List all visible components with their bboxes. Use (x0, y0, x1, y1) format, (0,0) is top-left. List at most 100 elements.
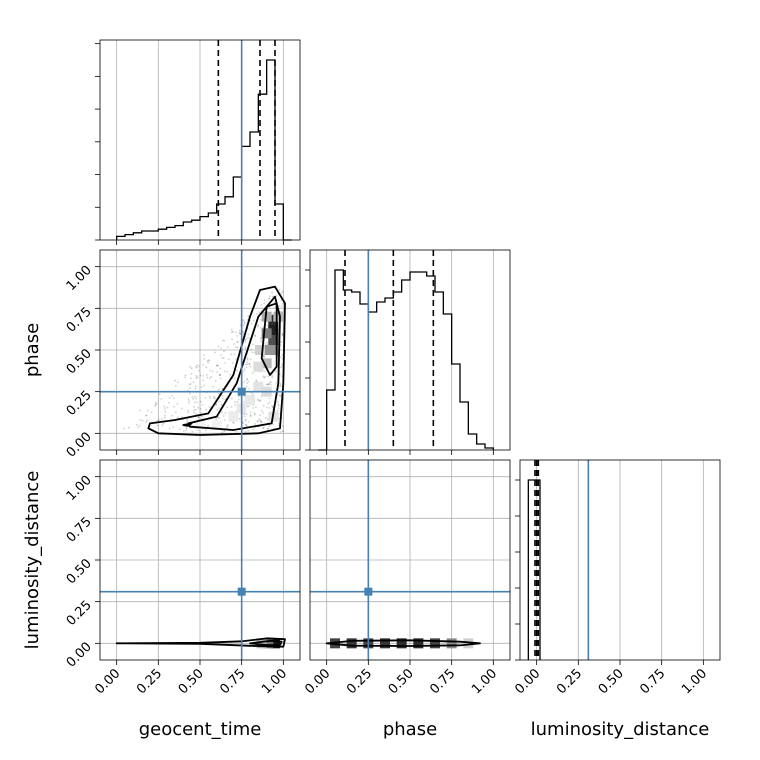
sample-point (275, 370, 277, 373)
sample-point (271, 406, 274, 409)
sample-point (282, 302, 284, 305)
sample-point (278, 304, 281, 307)
sample-point (172, 397, 175, 400)
panel-phase-hist (309, 249, 511, 451)
sample-point (190, 367, 193, 370)
sample-point (145, 414, 147, 417)
sample-point (231, 397, 233, 400)
sample-point (268, 425, 271, 428)
sample-point (232, 421, 235, 424)
sample-point (266, 383, 269, 386)
sample-point (230, 353, 233, 356)
sample-point (279, 384, 282, 387)
sample-point (259, 318, 262, 321)
sample-point (245, 385, 248, 388)
sample-point (199, 400, 202, 403)
sample-point (281, 333, 284, 335)
grid-lumdist-vs-geocent_time (100, 460, 300, 660)
sample-point (235, 431, 238, 433)
sample-point (247, 380, 250, 383)
sample-point (220, 403, 223, 406)
sample-point (150, 411, 153, 414)
sample-point (221, 431, 223, 434)
sample-point (244, 340, 247, 343)
sample-point (245, 413, 248, 416)
sample-point (243, 412, 245, 415)
sample-point (238, 395, 240, 398)
sample-point (214, 397, 217, 400)
y-tick-label: 0.00 (64, 640, 95, 671)
sample-point (277, 403, 280, 406)
contour-1 (249, 639, 283, 646)
sample-point (263, 342, 266, 345)
grid-luminosity_distance-hist (536, 460, 704, 660)
sample-point (246, 378, 249, 381)
sample-point (245, 423, 248, 426)
y-tick-label: 0.00 (64, 430, 95, 461)
sample-point (247, 333, 250, 336)
sample-point (195, 377, 198, 380)
sample-point (219, 367, 222, 370)
xlabel-luminosity_distance: luminosity_distance (531, 719, 710, 740)
contour-2 (260, 302, 278, 376)
sample-point (262, 411, 265, 414)
sample-point (260, 340, 263, 343)
sample-point (187, 411, 189, 414)
density-cell-12 (245, 395, 255, 405)
sample-point (154, 404, 157, 407)
density-cell-4 (396, 638, 407, 649)
sample-point (249, 365, 252, 368)
sample-point (263, 302, 266, 305)
sample-point (195, 375, 198, 377)
x-tick-label: 1.00 (469, 666, 500, 697)
sample-point (252, 407, 255, 409)
sample-point (155, 401, 158, 404)
sample-point (204, 396, 207, 399)
sample-point (242, 421, 244, 424)
sample-point (247, 315, 250, 318)
panel-geocent_time-hist (99, 39, 301, 241)
sample-point (246, 336, 249, 339)
sample-point (247, 405, 250, 408)
sample-point (221, 394, 224, 397)
sample-point (281, 375, 283, 378)
sample-point (199, 407, 202, 410)
sample-point (242, 324, 245, 326)
sample-point (204, 429, 207, 432)
sample-point (243, 400, 246, 403)
sample-point (236, 401, 239, 403)
sample-point (245, 338, 248, 340)
marks-geocent_time-hist (116, 40, 292, 241)
sample-point (279, 395, 281, 398)
sample-point (215, 404, 218, 406)
sample-point (215, 364, 218, 367)
y-tick-label: 1.00 (64, 263, 95, 294)
density-cell-10 (253, 361, 264, 372)
sample-point (219, 374, 222, 377)
sample-point (253, 413, 256, 416)
hist-step-phase (318, 269, 494, 451)
sample-point (251, 351, 254, 354)
ylabel-phase: phase (22, 323, 43, 377)
sample-point (184, 376, 186, 379)
sample-point (248, 388, 250, 390)
density-cell-3 (261, 328, 272, 339)
sample-point (164, 408, 166, 410)
y-tick-label: 1.00 (64, 473, 95, 504)
sample-point (267, 383, 270, 386)
sample-point (235, 358, 237, 361)
density-cell-15 (228, 411, 239, 422)
sample-point (277, 407, 280, 410)
sample-point (208, 377, 211, 380)
sample-point (259, 420, 262, 423)
sample-point (244, 346, 247, 349)
sample-point (196, 366, 198, 369)
density-cell-11 (253, 381, 264, 392)
sample-point (191, 396, 194, 399)
sample-point (233, 343, 235, 345)
sample-point (188, 400, 191, 402)
sample-point (161, 418, 163, 420)
density-cell-5 (413, 638, 424, 649)
sample-point (230, 328, 233, 331)
sample-point (208, 359, 211, 362)
